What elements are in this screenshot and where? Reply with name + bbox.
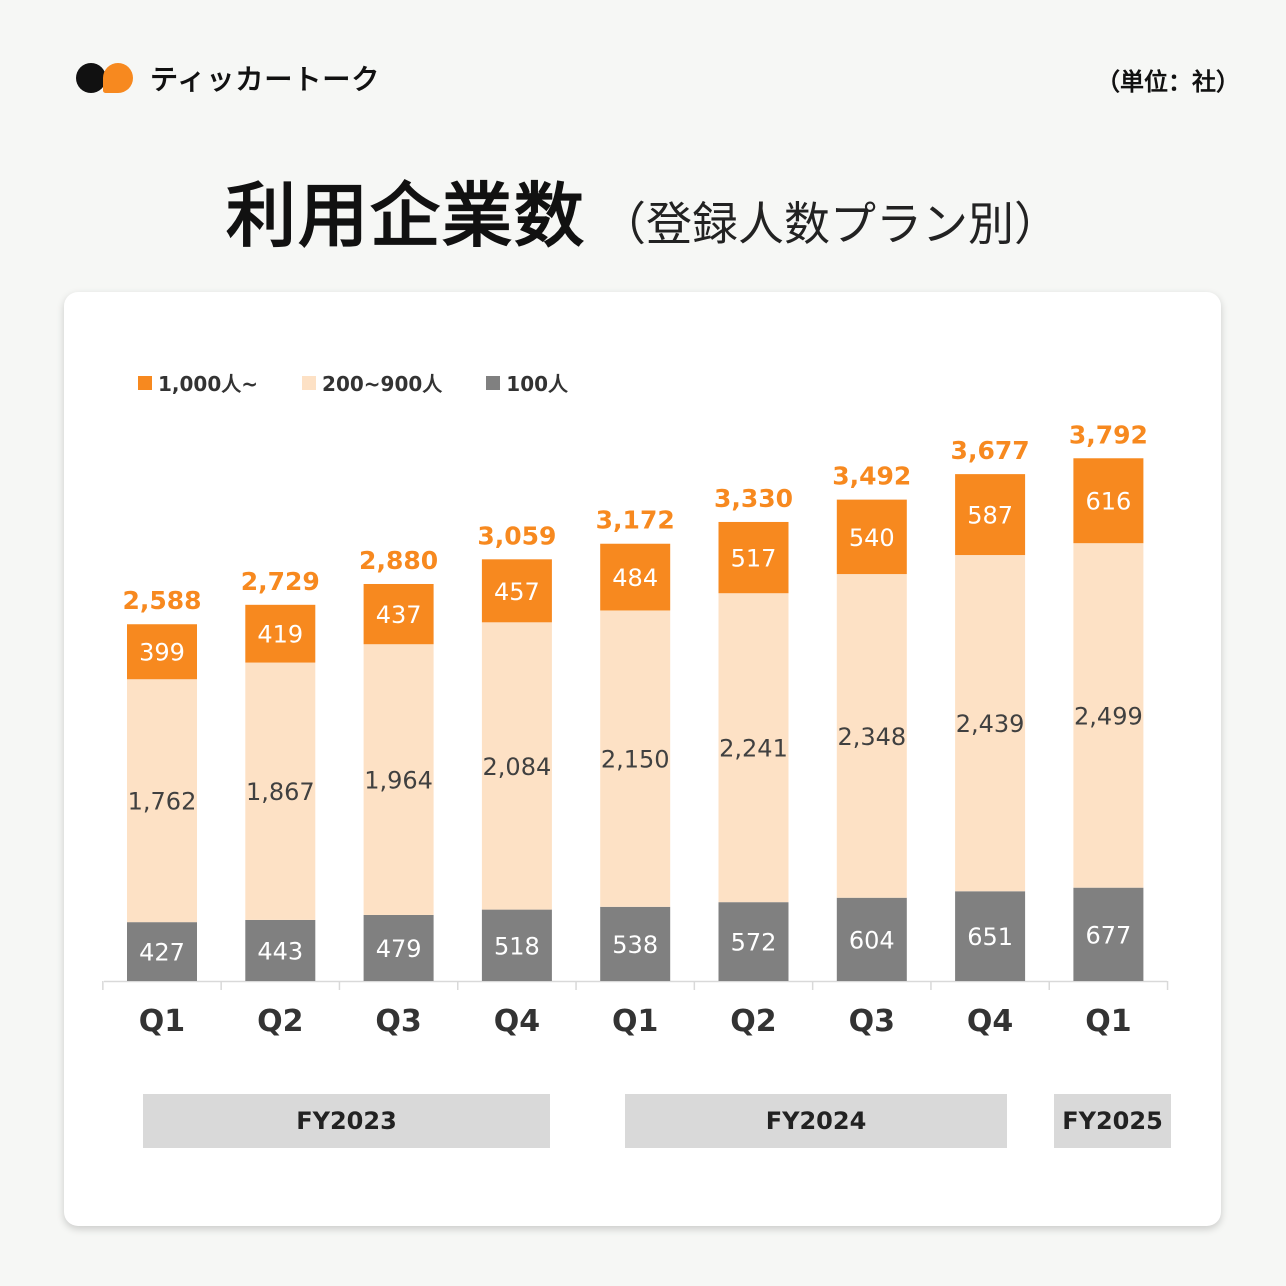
title-sub: （登録人数プラン別） [600, 197, 1060, 251]
bar-large [1073, 458, 1144, 544]
bar-small [600, 906, 671, 981]
bar-small [836, 897, 907, 981]
x-tick-label: Q2 [730, 1004, 776, 1039]
brand-logo: ティッカートーク [76, 58, 380, 98]
total-label: 3,330 [714, 484, 793, 513]
data-label-small: 604 [849, 926, 895, 954]
data-label-large: 437 [376, 601, 422, 629]
bar-mid [481, 622, 552, 910]
title-main: 利用企業数 [226, 175, 586, 257]
fy-group-0: FY2023 [143, 1094, 550, 1148]
fy-group-1: FY2024 [625, 1094, 1007, 1148]
bar-mid [1073, 543, 1144, 888]
data-label-small: 677 [1085, 921, 1131, 949]
x-tick-label: Q1 [1085, 1004, 1131, 1039]
data-label-large: 484 [612, 564, 658, 592]
chart-card: 1,000人~ 200~900人 100人 427 1,762 399 2,588 Q1… [64, 292, 1221, 1226]
legend-label-small: 100人 [506, 372, 569, 396]
data-label-small: 479 [376, 935, 422, 963]
data-label-small: 538 [612, 931, 658, 959]
data-label-large: 517 [731, 545, 777, 573]
data-label-large: 587 [967, 502, 1013, 530]
logo-icon [76, 60, 136, 96]
total-label: 3,792 [1069, 420, 1148, 449]
data-label-mid: 2,348 [837, 723, 906, 751]
bar-small [127, 922, 197, 981]
legend-swatch-small [486, 375, 501, 390]
bar-mid [600, 610, 671, 907]
data-label-small: 572 [731, 929, 777, 957]
bar-small [718, 902, 789, 981]
legend-swatch-large [138, 375, 152, 390]
legend-label-mid: 200~900人 [322, 372, 443, 396]
bar-large [836, 499, 907, 575]
data-label-mid: 1,762 [128, 788, 197, 816]
total-label: 3,677 [951, 436, 1030, 465]
brand-name: ティッカートーク [150, 63, 381, 96]
data-label-large: 419 [257, 621, 303, 649]
bar-small [245, 919, 316, 981]
bar-mid [836, 574, 907, 898]
x-tick-label: Q3 [849, 1004, 895, 1039]
data-label-small: 651 [967, 923, 1013, 951]
fy-group-2: FY2025 [1054, 1094, 1171, 1148]
data-label-mid: 2,499 [1074, 702, 1143, 730]
data-label-large: 399 [139, 639, 185, 667]
total-label: 2,588 [122, 586, 201, 615]
bar-large [955, 474, 1026, 556]
total-label: 2,880 [359, 546, 438, 575]
bar-large [245, 604, 316, 663]
legend-item-small: 100人 [486, 368, 568, 397]
bar-large [600, 543, 671, 611]
page-title: 利用企業数 （登録人数プラン別） [0, 160, 1286, 261]
data-label-small: 443 [257, 937, 303, 965]
bar-mid [245, 662, 316, 920]
data-label-large: 457 [494, 578, 540, 606]
bar-mid [955, 555, 1026, 892]
bar-large [481, 559, 552, 623]
legend-swatch-mid [302, 375, 317, 390]
total-label: 3,059 [477, 521, 556, 550]
bar-large [363, 583, 434, 645]
bar-mid [127, 679, 197, 923]
bar-small [955, 891, 1026, 981]
data-label-large: 540 [849, 524, 895, 552]
stacked-bar-chart: 427 1,762 399 2,588 Q1 443 1,867 419 2,729 Q2 479 1… [102, 420, 1169, 1039]
legend-item-large: 1,000人~ [138, 368, 258, 397]
data-label-mid: 2,084 [483, 753, 552, 781]
total-label: 2,729 [241, 567, 320, 596]
total-label: 3,172 [596, 506, 675, 535]
data-label-mid: 1,964 [364, 767, 433, 795]
x-tick-label: Q1 [612, 1004, 658, 1039]
data-label-small: 427 [139, 939, 185, 967]
x-tick-label: Q4 [967, 1004, 1013, 1039]
legend-item-mid: 200~900人 [302, 368, 442, 397]
data-label-large: 616 [1085, 488, 1131, 516]
chart-legend: 1,000人~ 200~900人 100人 [138, 368, 612, 397]
data-label-mid: 2,150 [601, 746, 670, 774]
total-label: 3,492 [832, 462, 911, 491]
bar-small [1073, 887, 1144, 981]
data-label-mid: 1,867 [246, 778, 315, 806]
data-label-small: 518 [494, 932, 540, 960]
bar-large [127, 624, 197, 680]
bar-mid [718, 593, 789, 903]
x-tick-label: Q3 [375, 1004, 421, 1039]
x-tick-label: Q1 [139, 1004, 185, 1039]
bar-small [481, 909, 552, 981]
unit-label: （単位：社） [1096, 68, 1240, 96]
bar-small [363, 914, 434, 981]
legend-label-large: 1,000人~ [158, 372, 259, 396]
x-tick-label: Q2 [257, 1004, 303, 1039]
data-label-mid: 2,439 [956, 710, 1025, 738]
bar-mid [363, 644, 434, 915]
bar-large [718, 521, 789, 594]
data-label-mid: 2,241 [719, 735, 788, 763]
x-tick-label: Q4 [494, 1004, 540, 1039]
